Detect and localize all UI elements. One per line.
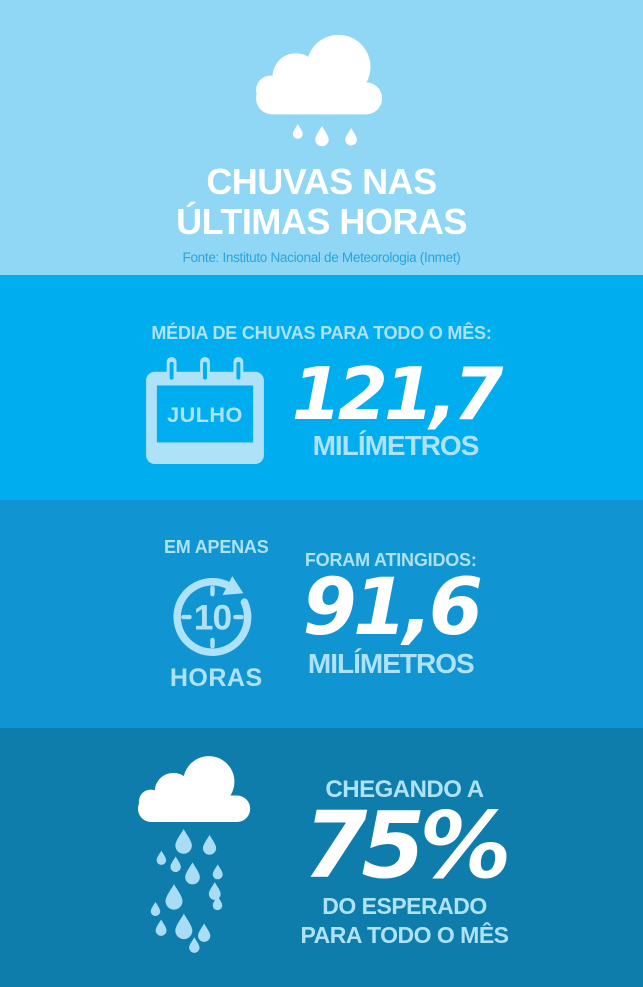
title-line1: CHUVAS NAS <box>206 161 437 202</box>
hours-value: 10 <box>194 598 232 637</box>
percent-caption-line2: PARA TODO O MÊS <box>300 921 509 948</box>
calendar-month-label: JULHO <box>167 402 243 427</box>
percent-section: CHEGANDO A 75% DO ESPERADO PARA TODO O M… <box>0 728 643 987</box>
raindrops <box>151 828 224 953</box>
calendar-icon: JULHO <box>145 356 264 465</box>
percent-caption-line1: DO ESPERADO <box>322 892 487 919</box>
reached-section: EM APENAS 10 HORAS FORAM ATINGIDOS: 91 <box>0 500 643 728</box>
reached-unit: MILÍMETROS <box>307 647 475 679</box>
percent-lead: CHEGANDO A <box>325 775 484 803</box>
header-section: CHUVAS NAS ÚLTIMAS HORAS Fonte: Institut… <box>0 0 643 275</box>
page-title: CHUVAS NAS ÚLTIMAS HORAS <box>176 161 467 243</box>
clock-arc <box>173 578 252 656</box>
percent-value: 75% <box>303 791 511 899</box>
calendar-window <box>156 385 253 443</box>
hours-lead: EM APENAS <box>163 537 269 557</box>
average-unit: MILÍMETROS <box>312 430 480 462</box>
raining-cloud-icon <box>138 755 251 953</box>
average-value-block: 121,7 MILÍMETROS <box>291 351 504 462</box>
rain-cloud-icon <box>255 34 382 147</box>
percent-caption: DO ESPERADO PARA TODO O MÊS <box>300 892 509 950</box>
hours-block: EM APENAS 10 HORAS <box>164 537 269 693</box>
reached-value: 91,6 <box>302 563 483 654</box>
average-heading: MÉDIA DE CHUVAS PARA TODO O MÊS: <box>151 323 492 343</box>
title-line2: ÚLTIMAS HORAS <box>176 201 467 243</box>
average-section: MÉDIA DE CHUVAS PARA TODO O MÊS: JULHO 1… <box>0 275 643 500</box>
clock-ticks <box>181 585 245 649</box>
average-value: 121,7 <box>291 351 504 436</box>
clock-arrowhead <box>222 576 244 596</box>
cloud-shape <box>255 34 382 115</box>
average-row: JULHO 121,7 MILÍMETROS <box>144 351 504 466</box>
reached-row: EM APENAS 10 HORAS FORAM ATINGIDOS: 91 <box>164 537 483 693</box>
clock-icon: 10 <box>173 576 252 656</box>
raindrops <box>292 124 357 147</box>
calendar-rings <box>166 356 243 385</box>
source-text: Fonte: Instituto Nacional de Meteorologi… <box>182 249 461 265</box>
percent-block: CHEGANDO A 75% DO ESPERADO PARA TODO O M… <box>300 775 511 950</box>
cloud-shape <box>138 755 251 822</box>
percent-row: CHEGANDO A 75% DO ESPERADO PARA TODO O M… <box>134 752 512 964</box>
reached-heading: FORAM ATINGIDOS: <box>304 550 477 571</box>
reached-value-block: FORAM ATINGIDOS: 91,6 MILÍMETROS <box>302 550 483 679</box>
hours-label: HORAS <box>169 664 263 692</box>
